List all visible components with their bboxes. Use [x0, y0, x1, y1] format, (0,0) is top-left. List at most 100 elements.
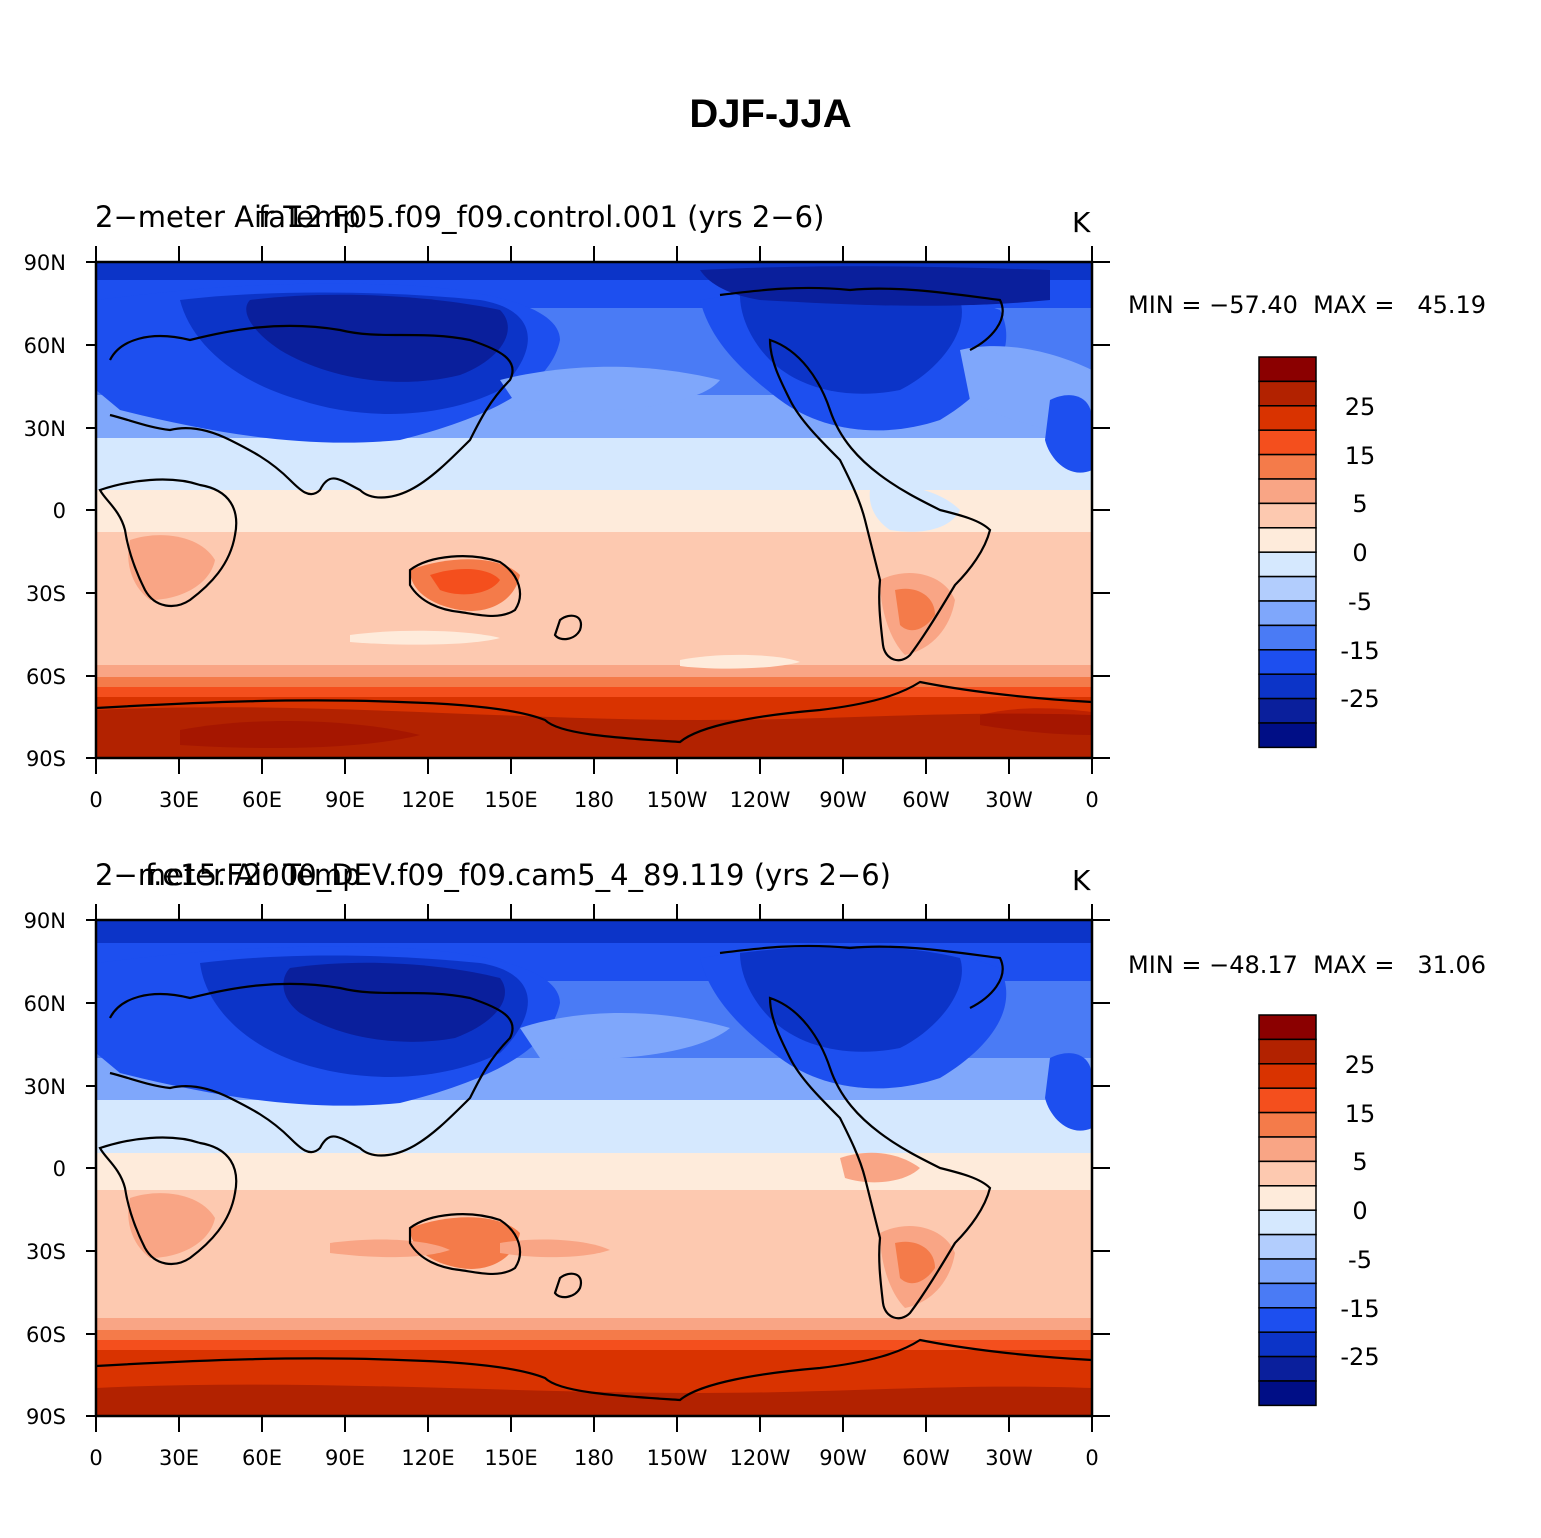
lat-label-30s: 30S: [25, 582, 66, 606]
colorbar-label: 15: [1344, 1100, 1376, 1128]
lon-label: 120E: [401, 1446, 455, 1470]
colorbar-box: [1258, 502, 1317, 529]
lon-label: 60W: [902, 1446, 950, 1470]
colorbar-label: 0: [1352, 539, 1368, 567]
colorbar-box: [1258, 1136, 1317, 1163]
colorbar-box: [1258, 600, 1317, 627]
min-max-readout: MIN = −48.17 MAX = 31.06: [1128, 951, 1487, 979]
lat-label-60n: 60N: [23, 334, 66, 358]
colorbar-box: [1258, 1209, 1317, 1236]
map-case-title: fa12.F05.f09_f09.control.001 (yrs 2−6): [258, 200, 825, 234]
map-case-title: f.e15.F2000_DEV.f09_f09.cam5_4_89.119 (y…: [145, 858, 891, 892]
colorbar-label: 5: [1352, 1148, 1368, 1176]
colorbar-box: [1258, 1185, 1317, 1211]
axis-ticks: [86, 904, 1110, 1432]
lat-label-60n: 60N: [23, 992, 66, 1016]
coastlines: [95, 286, 1093, 744]
lat-label-60s: 60S: [25, 665, 66, 689]
lat-label-90n: 90N: [23, 909, 66, 933]
colorbar-box: [1258, 1014, 1317, 1041]
colorbar-box: [1258, 453, 1317, 480]
lon-label: 0: [89, 788, 103, 812]
lat-label-90s: 90S: [25, 747, 66, 771]
contour-fill: [96, 920, 1092, 1416]
colorbar-box: [1258, 429, 1317, 456]
colorbar-box: [1258, 1160, 1317, 1187]
lon-label: 60W: [902, 788, 950, 812]
lat-label-30n: 30N: [23, 417, 66, 441]
lat-label-eq: 0: [52, 499, 66, 523]
axis-ticks: [86, 246, 1110, 774]
colorbar-box: [1258, 478, 1317, 505]
lon-label: 120W: [729, 788, 791, 812]
min-max-readout: MIN = −57.40 MAX = 45.19: [1128, 291, 1487, 319]
lon-label: 150E: [484, 1446, 538, 1470]
colorbar-box: [1258, 405, 1317, 431]
colorbar-box: [1258, 1233, 1317, 1260]
lon-label: 30W: [985, 788, 1033, 812]
lon-label: 180: [573, 788, 615, 812]
colorbar-box: [1258, 624, 1317, 651]
colorbar-label: -25: [1340, 685, 1380, 713]
colorbar-box: [1258, 1087, 1317, 1114]
lon-label: 90W: [819, 1446, 867, 1470]
lat-label-60s: 60S: [25, 1323, 66, 1347]
temperature-map: [86, 904, 1317, 1432]
colorbar-label: -15: [1340, 1295, 1380, 1323]
lon-label: 0: [89, 1446, 103, 1470]
lat-label-30n: 30N: [23, 1075, 66, 1099]
colorbar-box: [1258, 722, 1317, 749]
colorbar-box: [1258, 1282, 1317, 1309]
lon-label: 120E: [401, 788, 455, 812]
colorbar-box: [1258, 1258, 1317, 1285]
colorbar-box: [1258, 649, 1317, 675]
map-units: K: [1072, 864, 1091, 897]
lon-label: 30E: [159, 1446, 199, 1470]
panel-control: 2−meter Air Temp fa12.F05.f09_f09.contro…: [0, 190, 1541, 812]
lat-label-90n: 90N: [23, 251, 66, 275]
colorbar-box: [1258, 551, 1317, 578]
colorbar-label: 0: [1352, 1197, 1368, 1225]
colorbar-box: [1258, 527, 1317, 553]
map-units: K: [1072, 206, 1091, 239]
colorbar-label: 25: [1344, 393, 1376, 421]
colorbar-box: [1258, 697, 1317, 724]
colorbar-box: [1258, 1331, 1317, 1358]
lon-label: 90W: [819, 788, 867, 812]
colorbar-label: 15: [1344, 442, 1376, 470]
colorbar-box: [1258, 1380, 1317, 1407]
colorbar-label: -25: [1340, 1343, 1380, 1371]
colorbar-label: -5: [1348, 1246, 1372, 1274]
colorbar-label: 25: [1344, 1051, 1376, 1079]
lat-label-90s: 90S: [25, 1405, 66, 1429]
lon-label: 150E: [484, 788, 538, 812]
lon-label: 90E: [325, 788, 365, 812]
contour-fill: [96, 262, 1092, 758]
map-variable-title: 2−meter Air Temp: [95, 858, 361, 892]
lon-label: 0: [1085, 1446, 1099, 1470]
lon-label: 60E: [242, 788, 282, 812]
lon-label: 30W: [985, 1446, 1033, 1470]
colorbar-box: [1258, 673, 1317, 700]
colorbar-box: [1258, 1063, 1317, 1089]
colorbar-label: 5: [1352, 490, 1368, 518]
lon-label: 150W: [646, 788, 708, 812]
coastlines: [95, 944, 1093, 1402]
temperature-map: [86, 246, 1317, 774]
map-variable-title: 2−meter Air Temp: [95, 200, 361, 234]
colorbar: [1258, 356, 1317, 749]
lat-label-eq: 0: [52, 1157, 66, 1181]
colorbar-box: [1258, 575, 1317, 602]
lon-label: 180: [573, 1446, 615, 1470]
colorbar-box: [1258, 356, 1317, 383]
lon-label: 30E: [159, 788, 199, 812]
colorbar-label: -5: [1348, 588, 1372, 616]
panel-experiment: 2−meter Air Temp f.e15.F2000_DEV.f09_f09…: [0, 848, 1541, 1470]
colorbar-box: [1258, 1307, 1317, 1333]
lon-label: 120W: [729, 1446, 791, 1470]
lon-label: 60E: [242, 1446, 282, 1470]
lon-label: 150W: [646, 1446, 708, 1470]
colorbar-box: [1258, 380, 1317, 407]
lat-label-30s: 30S: [25, 1240, 66, 1264]
figure-title: DJF-JJA: [689, 92, 852, 136]
